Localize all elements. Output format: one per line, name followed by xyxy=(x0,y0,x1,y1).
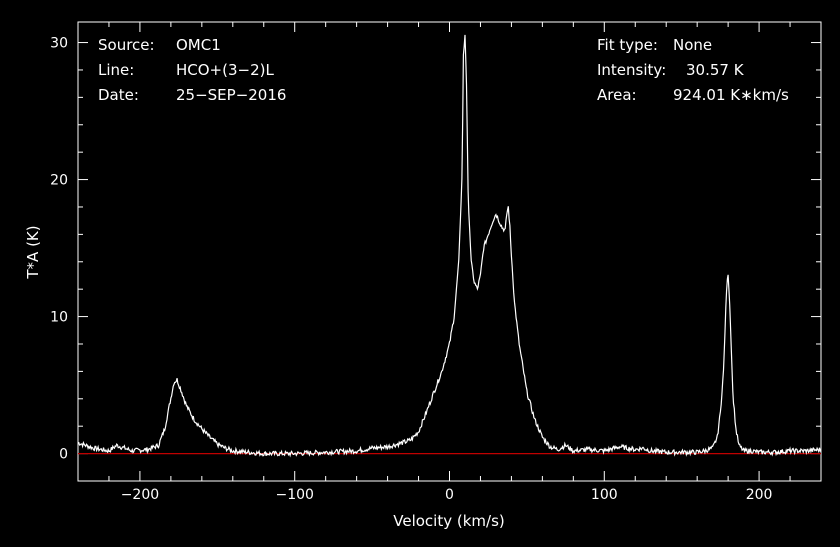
date-label: Date: xyxy=(98,86,139,104)
x-axis-title: Velocity (km/s) xyxy=(393,512,504,530)
fit-type-label: Fit type: xyxy=(597,36,658,54)
date-value: 25−SEP−2016 xyxy=(176,86,286,104)
area-label: Area: xyxy=(597,86,637,104)
x-tick-label: 0 xyxy=(445,487,454,503)
y-tick-label: 10 xyxy=(50,310,68,326)
x-tick-label: 200 xyxy=(746,487,773,503)
spectrum-line xyxy=(77,34,822,458)
line-value: HCO+(3−2)L xyxy=(176,61,274,79)
fit-type-value: None xyxy=(673,36,712,54)
line-label: Line: xyxy=(98,61,134,79)
axis-tick-labels: −200 −100 0 100 200 0 10 20 30 xyxy=(50,36,772,503)
area-value: 924.01 K∗km/s xyxy=(673,86,789,104)
x-tick-label: −200 xyxy=(121,487,159,503)
source-label: Source: xyxy=(98,36,155,54)
x-tick-label: 100 xyxy=(591,487,618,503)
x-tick-label: −100 xyxy=(275,487,313,503)
axis-ticks xyxy=(77,22,822,481)
source-value: OMC1 xyxy=(176,36,221,54)
y-axis-title: T*A (K) xyxy=(24,225,42,279)
intensity-label: Intensity: xyxy=(597,61,666,79)
y-tick-label: 0 xyxy=(59,447,68,463)
y-tick-label: 20 xyxy=(50,173,68,189)
y-tick-label: 30 xyxy=(50,36,68,52)
intensity-value: 30.57 K xyxy=(686,61,745,79)
